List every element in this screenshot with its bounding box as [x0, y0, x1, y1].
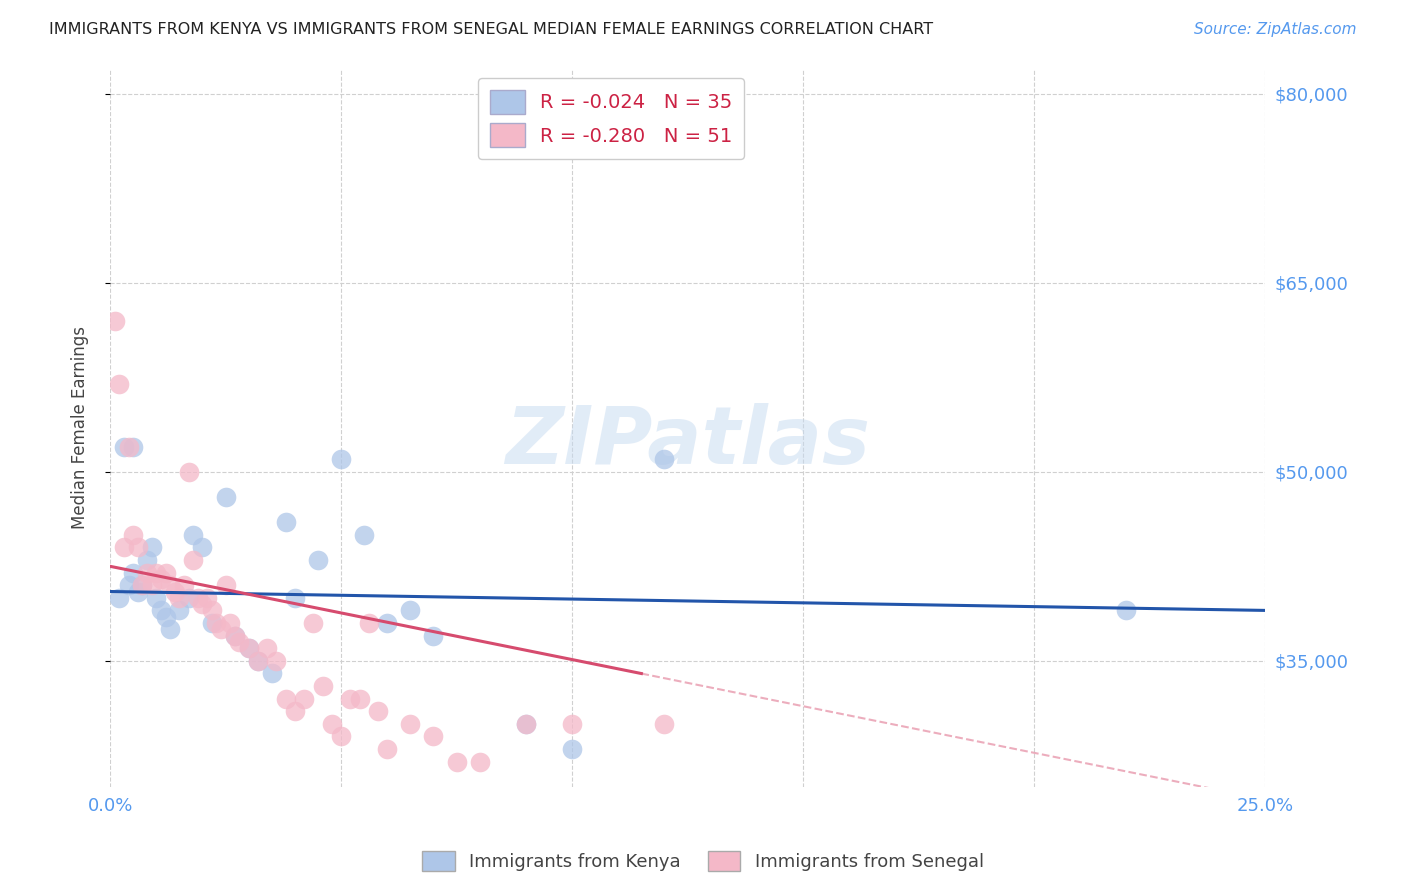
- Point: [127, 541, 149, 555]
- Point: [205, 615, 228, 630]
- Point: [468, 755, 491, 769]
- Point: [339, 691, 361, 706]
- Point: [159, 578, 181, 592]
- Point: [307, 553, 329, 567]
- Point: [561, 742, 583, 756]
- Point: [321, 716, 343, 731]
- Point: [1115, 603, 1137, 617]
- Point: [256, 641, 278, 656]
- Point: [145, 591, 167, 605]
- Point: [122, 566, 145, 580]
- Text: ZIPatlas: ZIPatlas: [505, 403, 870, 481]
- Point: [201, 615, 224, 630]
- Point: [330, 452, 353, 467]
- Point: [214, 578, 236, 592]
- Point: [145, 566, 167, 580]
- Point: [169, 603, 191, 617]
- Point: [422, 629, 444, 643]
- Point: [117, 440, 139, 454]
- Point: [654, 452, 676, 467]
- Point: [654, 716, 676, 731]
- Point: [246, 654, 269, 668]
- Point: [399, 603, 422, 617]
- Point: [112, 440, 135, 454]
- Point: [163, 584, 186, 599]
- Point: [214, 490, 236, 504]
- Point: [561, 716, 583, 731]
- Point: [353, 528, 375, 542]
- Point: [131, 578, 153, 592]
- Point: [149, 572, 172, 586]
- Point: [330, 730, 353, 744]
- Point: [302, 615, 325, 630]
- Point: [149, 603, 172, 617]
- Point: [177, 591, 200, 605]
- Point: [284, 591, 307, 605]
- Point: [108, 591, 131, 605]
- Point: [159, 623, 181, 637]
- Point: [209, 623, 232, 637]
- Point: [422, 730, 444, 744]
- Point: [246, 654, 269, 668]
- Point: [228, 635, 250, 649]
- Text: IMMIGRANTS FROM KENYA VS IMMIGRANTS FROM SENEGAL MEDIAN FEMALE EARNINGS CORRELAT: IMMIGRANTS FROM KENYA VS IMMIGRANTS FROM…: [49, 22, 934, 37]
- Point: [136, 553, 159, 567]
- Point: [515, 716, 537, 731]
- Point: [274, 515, 297, 529]
- Point: [155, 566, 177, 580]
- Point: [181, 553, 204, 567]
- Point: [201, 603, 224, 617]
- Point: [122, 528, 145, 542]
- Point: [238, 641, 260, 656]
- Point: [357, 615, 380, 630]
- Point: [349, 691, 371, 706]
- Point: [155, 609, 177, 624]
- Point: [141, 541, 163, 555]
- Point: [224, 629, 246, 643]
- Point: [446, 755, 468, 769]
- Point: [117, 578, 139, 592]
- Point: [367, 704, 389, 718]
- Point: [122, 440, 145, 454]
- Point: [112, 541, 135, 555]
- Point: [187, 591, 209, 605]
- Point: [173, 578, 195, 592]
- Point: [274, 691, 297, 706]
- Y-axis label: Median Female Earnings: Median Female Earnings: [72, 326, 89, 529]
- Point: [284, 704, 307, 718]
- Point: [169, 591, 191, 605]
- Point: [191, 597, 214, 611]
- Point: [311, 679, 333, 693]
- Legend: Immigrants from Kenya, Immigrants from Senegal: Immigrants from Kenya, Immigrants from S…: [415, 844, 991, 879]
- Point: [224, 629, 246, 643]
- Text: Source: ZipAtlas.com: Source: ZipAtlas.com: [1194, 22, 1357, 37]
- Point: [238, 641, 260, 656]
- Point: [127, 584, 149, 599]
- Point: [375, 742, 398, 756]
- Point: [141, 578, 163, 592]
- Point: [515, 716, 537, 731]
- Legend: R = -0.024   N = 35, R = -0.280   N = 51: R = -0.024 N = 35, R = -0.280 N = 51: [478, 78, 744, 159]
- Point: [399, 716, 422, 731]
- Point: [266, 654, 288, 668]
- Point: [219, 615, 242, 630]
- Point: [131, 578, 153, 592]
- Point: [195, 591, 218, 605]
- Point: [375, 615, 398, 630]
- Point: [191, 541, 214, 555]
- Point: [108, 376, 131, 391]
- Point: [260, 666, 283, 681]
- Point: [177, 465, 200, 479]
- Point: [136, 566, 159, 580]
- Point: [104, 313, 127, 327]
- Point: [181, 528, 204, 542]
- Point: [292, 691, 315, 706]
